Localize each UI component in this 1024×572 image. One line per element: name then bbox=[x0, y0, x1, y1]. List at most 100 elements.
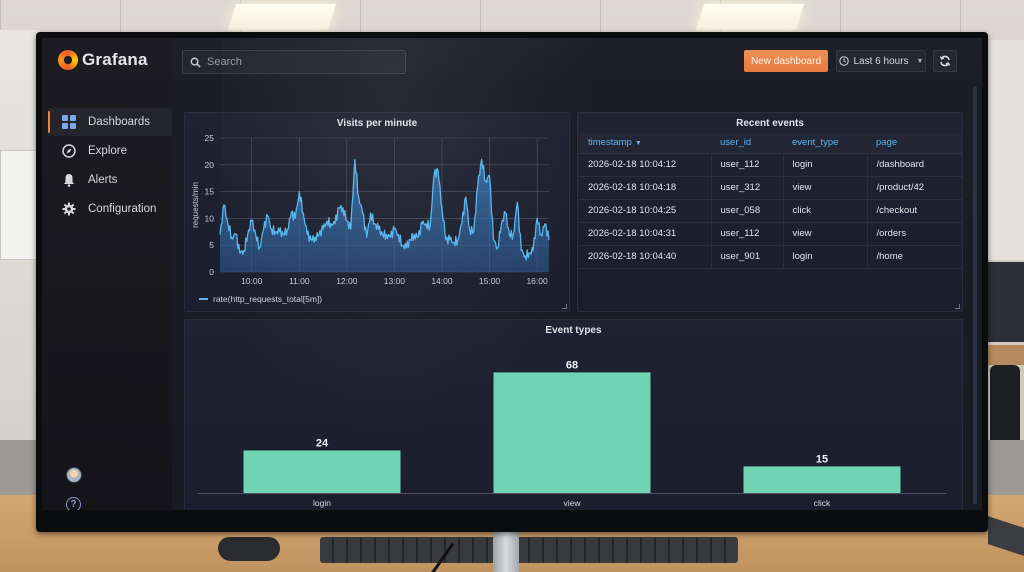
svg-text:15:00: 15:00 bbox=[479, 276, 501, 286]
computer-mouse bbox=[218, 537, 280, 561]
svg-text:11:00: 11:00 bbox=[289, 276, 310, 286]
far-desk bbox=[984, 345, 1024, 365]
sidebar-nav: Dashboards Explore Alerts bbox=[48, 108, 172, 224]
cell-event-type: view bbox=[783, 176, 868, 200]
svg-text:5: 5 bbox=[209, 240, 214, 250]
cell-event-type: login bbox=[783, 153, 868, 177]
svg-text:13:00: 13:00 bbox=[384, 276, 406, 286]
table-row[interactable]: 2026-02-18 10:04:18 user_312 view /produ… bbox=[579, 176, 963, 200]
sort-desc-icon: ▼ bbox=[634, 140, 642, 148]
sidebar-item-label: Explore bbox=[88, 145, 127, 157]
keyboard bbox=[320, 537, 738, 563]
table-header-row: timestamp ▼ user_id event_type page bbox=[579, 133, 963, 154]
grid-icon bbox=[62, 115, 76, 129]
cell-user-id: user_058 bbox=[711, 199, 784, 223]
table-row[interactable]: 2026-02-18 10:04:31 user_112 view /order… bbox=[579, 222, 963, 246]
help-icon[interactable]: ? bbox=[66, 497, 81, 510]
svg-text:25: 25 bbox=[205, 133, 215, 143]
svg-text:0: 0 bbox=[209, 267, 214, 277]
cell-page: /checkout bbox=[867, 199, 963, 223]
legend-label: rate(http_requests_total[5m]) bbox=[213, 294, 323, 304]
sidebar-item-label: Alerts bbox=[88, 174, 118, 186]
svg-text:click: click bbox=[814, 498, 831, 508]
refresh-icon bbox=[939, 55, 951, 67]
cell-event-type: view bbox=[783, 222, 868, 246]
ceiling-light-right bbox=[695, 4, 805, 30]
table-row[interactable]: 2026-02-18 10:04:40 user_901 login /home bbox=[579, 245, 963, 269]
column-header-event-type[interactable]: event_type bbox=[783, 133, 867, 154]
bar-login bbox=[243, 450, 401, 493]
svg-text:10:00: 10:00 bbox=[241, 276, 263, 286]
time-range-picker[interactable]: Last 6 hours ▼ bbox=[836, 50, 926, 72]
cell-timestamp: 2026-02-18 10:04:31 bbox=[579, 222, 712, 246]
svg-text:15: 15 bbox=[816, 453, 828, 465]
top-bar: Search New dashboard Last 6 hours ▼ bbox=[172, 38, 982, 82]
panel-title: Visits per minute bbox=[336, 118, 418, 129]
bar-chart: 24 login 68 view 15 click bbox=[197, 359, 947, 508]
cell-event-type: login bbox=[783, 245, 868, 269]
svg-text:68: 68 bbox=[566, 359, 578, 371]
time-range-label: Last 6 hours bbox=[853, 55, 909, 67]
user-avatar[interactable] bbox=[66, 467, 82, 483]
refresh-button[interactable] bbox=[933, 50, 957, 72]
grafana-screen: Grafana Dashboards Explore bbox=[42, 38, 982, 510]
sidebar: Grafana Dashboards Explore bbox=[42, 38, 172, 510]
svg-text:view: view bbox=[563, 498, 581, 508]
legend-swatch bbox=[199, 298, 208, 300]
gear-icon bbox=[62, 202, 76, 216]
search-placeholder: Search bbox=[207, 56, 242, 68]
grafana-logo[interactable]: Grafana bbox=[58, 50, 148, 70]
sidebar-item-label: Configuration bbox=[88, 203, 157, 215]
app-name: Grafana bbox=[82, 50, 148, 69]
svg-text:10: 10 bbox=[205, 213, 215, 223]
monitor: Grafana Dashboards Explore bbox=[36, 32, 988, 532]
office-partition bbox=[984, 262, 1024, 342]
svg-text:login: login bbox=[313, 498, 331, 508]
compass-icon bbox=[62, 144, 76, 158]
whiteboard bbox=[0, 150, 38, 260]
svg-text:24: 24 bbox=[316, 437, 329, 449]
cell-user-id: user_112 bbox=[711, 222, 784, 246]
svg-text:20: 20 bbox=[205, 160, 215, 170]
sidebar-item-explore[interactable]: Explore bbox=[48, 137, 172, 165]
table-row[interactable]: 2026-02-18 10:04:25 user_058 click /chec… bbox=[579, 199, 963, 223]
cell-user-id: user_901 bbox=[711, 245, 784, 269]
panel-visits-per-minute[interactable]: Visits per minute 0 5 10 15 20 25 10:00 11:00 12… bbox=[184, 112, 570, 312]
cell-page: /dashboard bbox=[867, 153, 963, 177]
panel-resize-handle[interactable] bbox=[955, 304, 960, 309]
clock-icon bbox=[838, 56, 849, 66]
column-header-timestamp[interactable]: timestamp ▼ bbox=[579, 133, 711, 154]
column-header-page[interactable]: page bbox=[867, 133, 963, 154]
panel-event-types[interactable]: Event types 24 login 68 view 15 click bbox=[184, 319, 963, 510]
chart-legend[interactable]: rate(http_requests_total[5m]) bbox=[199, 294, 322, 304]
panel-title: Recent events bbox=[736, 118, 804, 129]
cell-page: /product/42 bbox=[867, 176, 963, 200]
ceiling-light-left bbox=[227, 4, 337, 30]
bar-click bbox=[743, 466, 901, 493]
dashboard-scrollbar[interactable] bbox=[973, 86, 977, 504]
sidebar-item-label: Dashboards bbox=[88, 116, 151, 128]
sidebar-item-alerts[interactable]: Alerts bbox=[48, 166, 172, 194]
cell-timestamp: 2026-02-18 10:04:12 bbox=[579, 153, 712, 177]
cell-timestamp: 2026-02-18 10:04:40 bbox=[579, 245, 712, 269]
panel-title: Event types bbox=[545, 325, 602, 336]
svg-text:15: 15 bbox=[205, 187, 215, 197]
panel-recent-events[interactable]: Recent events timestamp ▼ user_id event_t… bbox=[577, 112, 963, 312]
svg-text:16:00: 16:00 bbox=[526, 276, 548, 286]
search-input[interactable]: Search bbox=[182, 50, 406, 74]
cell-user-id: user_312 bbox=[711, 176, 784, 200]
search-icon bbox=[190, 57, 201, 68]
grafana-logo-icon bbox=[58, 50, 78, 70]
sidebar-item-configuration[interactable]: Configuration bbox=[48, 195, 172, 223]
chevron-down-icon: ▼ bbox=[916, 57, 924, 65]
column-header-user-id[interactable]: user_id bbox=[711, 133, 783, 154]
panel-resize-handle[interactable] bbox=[562, 304, 567, 309]
cell-timestamp: 2026-02-18 10:04:18 bbox=[579, 176, 712, 200]
table-row[interactable]: 2026-02-18 10:04:12 user_112 login /dash… bbox=[579, 153, 963, 177]
cell-user-id: user_112 bbox=[711, 153, 784, 177]
new-dashboard-button[interactable]: New dashboard bbox=[744, 50, 828, 72]
cell-timestamp: 2026-02-18 10:04:25 bbox=[579, 199, 712, 223]
events-table: timestamp ▼ user_id event_type page 2026-… bbox=[579, 133, 963, 269]
dashboard-canvas: Visits per minute 0 5 10 15 20 25 10:00 11:00 12… bbox=[172, 82, 982, 510]
sidebar-item-dashboards[interactable]: Dashboards bbox=[48, 108, 172, 136]
